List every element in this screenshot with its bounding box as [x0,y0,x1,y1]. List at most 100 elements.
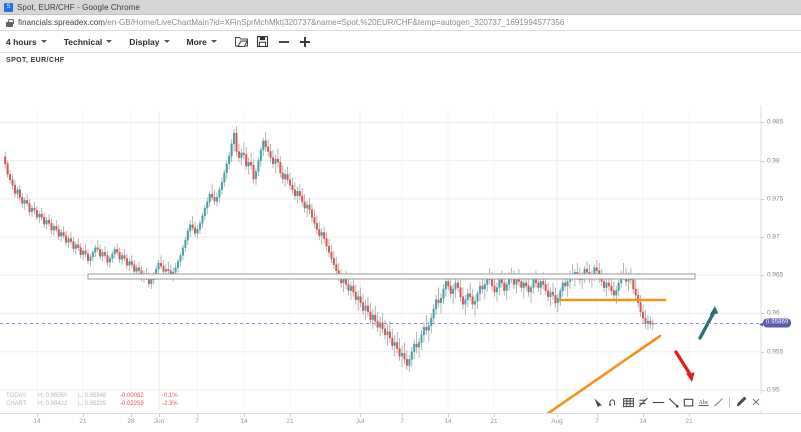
cursor-arrow-tool[interactable] [591,395,606,410]
price-tick [761,122,764,124]
candle-body [45,220,48,225]
price-axis[interactable]: 0.985 0.98 0.975 0.97 0.965 0.96 0.955 0.95 0.95… [758,53,801,413]
trend-line-tool[interactable] [666,395,681,410]
candle-body [476,293,479,302]
current-price-badge[interactable]: 0.95869 [758,318,792,328]
time-tick [643,414,644,417]
save-disk-icon[interactable] [255,34,271,50]
time-tick-label-8: 7 [400,418,404,425]
candle-body [30,207,33,213]
candle-body [481,285,484,290]
url-text[interactable]: financials.spreadex.com/en-GB/Home/LiveC… [18,18,564,27]
candle-body [461,296,464,305]
rectangle-tool[interactable] [681,395,696,410]
candle-body [262,140,265,151]
url-path: /en-GB/Home/LiveChartMain?id=XFinSprMchM… [104,18,565,27]
candle-body [376,320,379,328]
candle-body [561,282,564,291]
candle-body [415,343,418,348]
candle-body [520,281,523,288]
candle-body [293,189,296,197]
time-tick-label-5: 14 [240,418,248,425]
price-tick-label-3: 0.97 [767,233,780,241]
candle-body [500,279,503,284]
price-tick-label-2: 0.975 [767,195,784,203]
diagonal-line-tool[interactable] [711,395,726,410]
browser-urlbar[interactable]: financials.spreadex.com/en-GB/Home/LiveC… [0,15,801,31]
price-tick-label-5: 0.96 [767,309,780,317]
candle-body [135,267,138,272]
text-abc-tool[interactable]: Abc [696,395,711,410]
candle-body [240,152,243,158]
candle-body [245,154,248,167]
horizontal-line-tool[interactable] [651,395,666,410]
time-axis[interactable]: 14 21 28 Jun 7 14 21 Jul 7 14 21 Aug 7 14 21 [0,413,801,432]
candle-body [315,223,318,230]
display-menu[interactable]: Display [129,37,178,47]
candle-body [359,296,362,303]
candle-body [393,342,396,346]
browser-titlebar: S Spot, EUR/CHF - Google Chrome [0,0,801,15]
candle-body [642,311,645,319]
open-folder-icon[interactable] [234,34,250,50]
candle-body [201,215,204,224]
candle-body [113,249,116,255]
candle-body [133,264,136,272]
undo-arrow-tool[interactable] [606,395,621,410]
candlestick-chart[interactable] [0,53,801,413]
zoom-in-plus-icon[interactable] [297,34,313,50]
candle-body [213,197,216,202]
chart-title: SPOT, EUR/CHF [6,57,65,64]
technical-menu-label: Technical [63,36,103,47]
fib-retracement-tool[interactable] [636,395,651,410]
candle-body [82,250,85,255]
candle-body [405,359,408,366]
candle-body [335,264,338,271]
candle-body [272,157,275,164]
time-tick [402,414,403,417]
candle-body [116,249,119,253]
candle-body [491,279,494,287]
chart-panel[interactable]: SPOT, EUR/CHF 0.985 0.98 0.975 0.97 0.965 0.9… [0,53,801,413]
candle-body [298,191,301,197]
price-tick [761,389,764,391]
time-tick-label-12: 7 [595,418,599,425]
candle-body [530,287,533,293]
candle-body [396,342,399,349]
candle-body [364,305,367,311]
candle-body [649,320,652,325]
zoom-out-minus-icon[interactable] [276,34,292,50]
lock-icon[interactable] [6,18,14,27]
grid-table-tool[interactable] [621,395,636,410]
candle-body [522,282,525,288]
stats-change-chart: -0.02259 [120,401,144,407]
more-menu[interactable]: More [187,37,226,47]
candle-body [230,143,233,157]
stats-low-today: L: 0.95848 [78,393,107,399]
candle-body [162,265,165,272]
candle-body [427,325,430,331]
time-tick [448,414,449,417]
candle-body [408,359,411,366]
candle-body [94,247,97,253]
time-tick-label-10: 21 [490,418,498,425]
candle-body [9,174,12,180]
candle-body [386,331,389,336]
timeframe-menu[interactable]: 4 hours [6,37,56,47]
candle-body [40,213,43,218]
candle-body [138,267,141,271]
time-tick [597,414,598,417]
delete-all-tool[interactable] [748,395,763,410]
support-trendline [546,334,662,413]
candle-body [352,285,355,293]
drawing-tools-palette[interactable]: Abc [591,394,763,410]
price-tick [761,237,764,239]
candle-body [111,253,114,259]
candle-body [644,317,647,324]
technical-menu[interactable]: Technical [64,37,122,47]
candle-body [617,282,620,291]
pencil-draw-tool[interactable] [733,395,748,410]
candle-body [242,152,245,155]
candle-body [206,201,209,209]
